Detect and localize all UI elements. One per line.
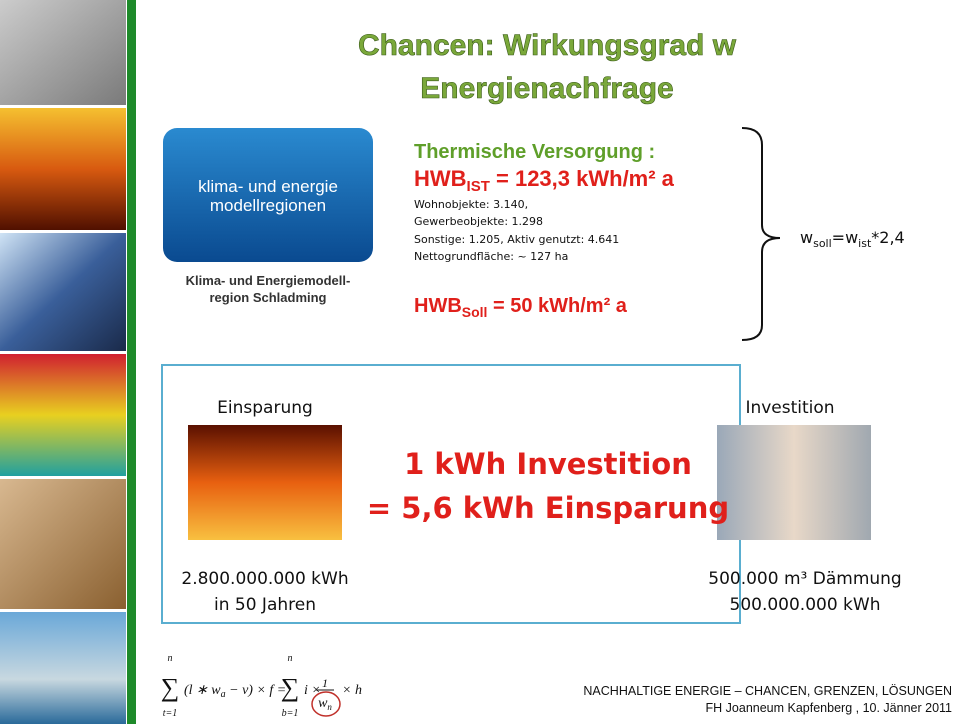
sidebar-image <box>0 612 126 724</box>
center-text: 1 kWh Investition <box>404 447 692 481</box>
label: 500.000.000 kWh <box>730 595 881 615</box>
formula-part: t=1 <box>163 708 178 719</box>
formula-part: n <box>168 653 173 664</box>
formula: n ∑ t=1 (l ∗ wa − v) × f = n ∑ b=1 i × 1… <box>161 653 362 719</box>
formula-part: n <box>288 653 293 664</box>
brace <box>741 127 781 341</box>
green-bar <box>127 0 136 724</box>
sidebar-image <box>0 479 126 609</box>
detail: Sonstige: 1.205, Aktiv genutzt: 4.641 <box>414 233 619 246</box>
formula-part: (l ∗ wa − v) × f = <box>184 683 286 700</box>
formula-part: b=1 <box>282 708 299 719</box>
formula-part: × h <box>342 683 362 698</box>
logo-text: klima- und energie <box>198 177 338 196</box>
center-text: = 5,6 kWh Einsparung <box>367 491 729 525</box>
logo-text: modellregionen <box>210 196 326 215</box>
footer: FH Joanneum Kapfenberg , 10. Jänner 2011 <box>706 701 953 715</box>
formula-part: ∑ <box>281 673 300 702</box>
logo-caption: region Schladming <box>209 290 326 305</box>
label: Investition <box>745 398 834 418</box>
sidebar-image <box>0 233 126 351</box>
sidebar-image <box>0 0 126 105</box>
title: Chancen: Wirkungsgrad w <box>358 29 737 62</box>
sidebar-image <box>0 354 126 476</box>
heading: Thermische Versorgung : <box>414 141 655 163</box>
sidebar-image <box>0 108 126 230</box>
formula-part: 1 <box>322 676 328 690</box>
formula-part: wn <box>318 696 332 712</box>
highlight-circle <box>311 691 341 717</box>
logo-caption: Klima- und Energiemodell- <box>186 273 351 288</box>
title: Energienachfrage <box>420 72 673 105</box>
factor: wsoll=wist*2,4 <box>800 228 905 250</box>
formula-part: ∑ <box>161 673 180 702</box>
footer: NACHHALTIGE ENERGIE – CHANCEN, GRENZEN, … <box>583 684 952 698</box>
logo <box>163 128 373 262</box>
hwb-ist: HWBIST = 123,3 kWh/m² a <box>414 166 675 195</box>
hwb-soll: HWBSoll = 50 kWh/m² a <box>414 295 628 320</box>
insulation-image <box>717 425 871 540</box>
detail: Wohnobjekte: 3.140, <box>414 198 528 211</box>
label: 2.800.000.000 kWh <box>181 569 348 589</box>
sidebar <box>0 0 136 724</box>
label: in 50 Jahren <box>214 595 316 615</box>
label: 500.000 m³ Dämmung <box>708 569 901 589</box>
detail: Gewerbeobjekte: 1.298 <box>414 215 543 228</box>
label: Einsparung <box>217 398 313 418</box>
detail: Nettogrundfläche: ~ 127 ha <box>414 250 568 263</box>
fire-image <box>188 425 342 540</box>
